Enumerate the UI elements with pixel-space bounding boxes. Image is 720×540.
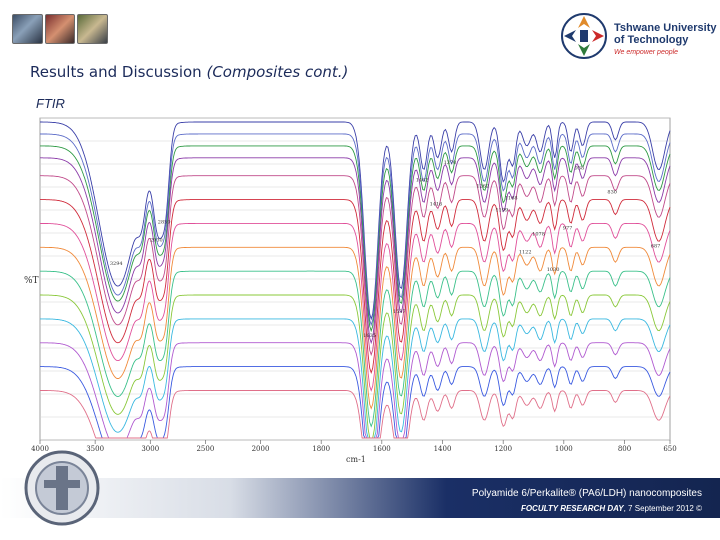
peak-label: 1462 bbox=[416, 178, 429, 184]
footer-title: Polyamide 6/Perkalite® (PA6/LDH) nanocom… bbox=[471, 488, 702, 499]
slide-title-paren: (Composites cont.) bbox=[206, 63, 349, 81]
peak-label: 1537 bbox=[393, 309, 406, 315]
spectrum-line bbox=[40, 390, 671, 439]
peak-label: 2930 bbox=[150, 237, 163, 243]
header-photo-1 bbox=[12, 14, 43, 44]
x-tick-label: 1400 bbox=[434, 445, 452, 453]
chart-annotations: 3294 2930 2859 1635 1537 1462 1416 1370 1262 1199… bbox=[110, 160, 660, 339]
peak-label: 1635 bbox=[363, 333, 376, 339]
x-tick-label: 800 bbox=[618, 445, 631, 453]
x-tick-label: 1200 bbox=[494, 445, 512, 453]
x-tick-label: 1600 bbox=[373, 445, 391, 453]
peak-label: 1416 bbox=[430, 202, 443, 208]
x-tick-label: 2000 bbox=[252, 445, 270, 453]
header-photo-2 bbox=[44, 14, 76, 44]
footer-date: , 7 September 2012 © bbox=[623, 504, 702, 513]
peak-label: 1168 bbox=[505, 196, 518, 202]
spectrum-line bbox=[40, 222, 671, 392]
spectrum-line bbox=[40, 121, 671, 321]
slide-title: Results and Discussion (Composites cont.… bbox=[30, 63, 349, 81]
footer-bar bbox=[0, 478, 720, 518]
header-photo-3 bbox=[77, 14, 109, 44]
peak-label: 3294 bbox=[110, 261, 123, 267]
peak-label: 1078 bbox=[532, 231, 545, 237]
spectrum-line bbox=[40, 270, 671, 428]
x-tick-label: 4000 bbox=[31, 445, 49, 453]
spectrum-line bbox=[40, 294, 671, 439]
x-tick-label: 650 bbox=[663, 445, 676, 453]
footer-event: FOCULTY RESEARCH DAY bbox=[520, 504, 624, 513]
university-emblem-icon bbox=[561, 13, 607, 59]
university-logo: Tshwane University of Technology We empo… bbox=[560, 12, 717, 62]
peak-label: 1030 bbox=[547, 267, 560, 273]
spectrum-line bbox=[40, 318, 671, 439]
x-axis-label: cm-1 bbox=[346, 455, 366, 464]
spectrum-line bbox=[40, 175, 671, 357]
spectrum-line bbox=[40, 246, 671, 410]
x-tick-label: 3500 bbox=[86, 445, 104, 453]
spectrum-line bbox=[40, 199, 671, 374]
spectrum-line bbox=[40, 342, 671, 439]
footer-emblem-icon bbox=[24, 450, 100, 526]
peak-label: 2859 bbox=[158, 219, 171, 225]
x-tick-label: 2500 bbox=[196, 445, 214, 453]
peak-label: 977 bbox=[563, 225, 573, 231]
x-tick-label: 3000 bbox=[141, 445, 159, 453]
section-label: FTIR bbox=[36, 96, 65, 111]
peak-label: 687 bbox=[651, 243, 661, 249]
chart-series-group bbox=[40, 121, 671, 439]
chart-x-ticks: 4000 3500 3000 2500 2000 1800 1600 1400 1200 1000… bbox=[31, 440, 677, 453]
spectrum-line bbox=[40, 157, 671, 345]
peak-label: 1122 bbox=[519, 249, 532, 255]
spectrum-line bbox=[40, 133, 671, 327]
y-axis-label: %T bbox=[24, 276, 39, 286]
peak-label: 938 bbox=[575, 166, 585, 172]
x-tick-label: 1000 bbox=[555, 445, 573, 453]
university-tagline: We empower people bbox=[614, 49, 679, 56]
peak-label: 1199 bbox=[495, 207, 508, 213]
header-photo-strip bbox=[12, 14, 109, 44]
spectrum-line bbox=[40, 366, 671, 439]
spectrum-line bbox=[40, 145, 671, 333]
peak-label: 1262 bbox=[476, 184, 489, 190]
footer-subtitle: FOCULTY RESEARCH DAY, 7 September 2012 © bbox=[521, 504, 702, 513]
university-name: Tshwane University of Technology bbox=[614, 22, 717, 46]
peak-label: 1370 bbox=[444, 160, 457, 166]
peak-label: 830 bbox=[607, 190, 617, 196]
x-tick-label: 1800 bbox=[312, 445, 330, 453]
